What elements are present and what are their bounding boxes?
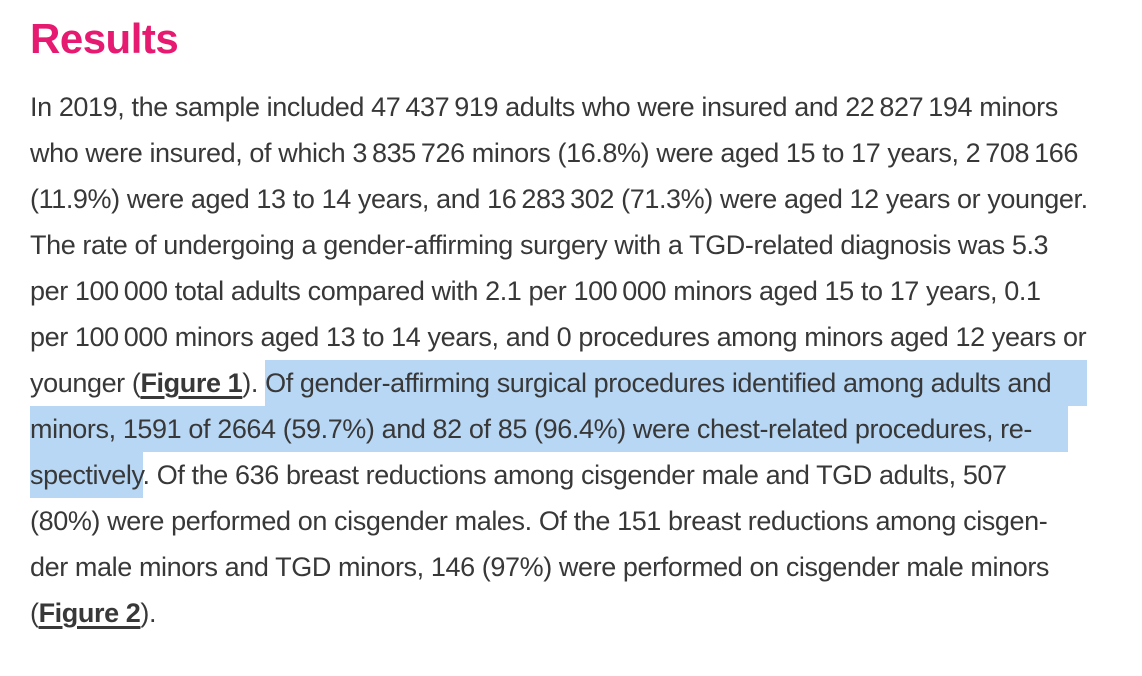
results-paragraph: In 2019, the sample included 47 437 919 … bbox=[30, 84, 1122, 636]
figure-1-link[interactable]: Figure 1 bbox=[140, 368, 243, 399]
text-line: younger (Figure 1). Of gender-affirming … bbox=[30, 360, 1122, 407]
text-line: per 100 000 total adults compared with 2… bbox=[30, 268, 1122, 314]
text-segment: younger ( bbox=[30, 368, 141, 399]
section-heading: Results bbox=[30, 15, 179, 62]
text-segment: per 100 000 total adults compared with 2… bbox=[30, 276, 1041, 307]
text-segment: der male minors and TGD minors, 146 (97%… bbox=[30, 552, 1050, 583]
article-content: Results In 2019, the sample included 47 … bbox=[30, 15, 1122, 636]
text-segment: . Of the 636 breast reductions among cis… bbox=[142, 460, 1008, 491]
text-line: per 100 000 minors aged 13 to 14 years, … bbox=[30, 314, 1122, 360]
text-segment: (80%) were performed on cisgender males.… bbox=[30, 506, 1048, 537]
text-line: (11.9%) were aged 13 to 14 years, and 16… bbox=[30, 176, 1122, 222]
text-line: minors, 1591 of 2664 (59.7%) and 82 of 8… bbox=[30, 406, 1122, 453]
text-line: In 2019, the sample included 47 437 919 … bbox=[30, 84, 1122, 130]
text-segment: ( bbox=[30, 598, 39, 629]
text-segment: ). bbox=[140, 598, 157, 629]
text-segment: In 2019, the sample included 47 437 919 … bbox=[30, 92, 1058, 123]
highlighted-text-segment: spectively bbox=[30, 452, 143, 499]
text-line: (80%) were performed on cisgender males.… bbox=[30, 498, 1122, 544]
text-line: spectively. Of the 636 breast reductions… bbox=[30, 452, 1122, 499]
figure-2-link[interactable]: Figure 2 bbox=[38, 598, 141, 629]
text-line: The rate of undergoing a gender-affirmin… bbox=[30, 222, 1122, 268]
text-line: der male minors and TGD minors, 146 (97%… bbox=[30, 544, 1122, 590]
text-line: who were insured, of which 3 835 726 min… bbox=[30, 130, 1122, 176]
text-segment: The rate of undergoing a gender-affirmin… bbox=[30, 230, 1049, 261]
text-segment: per 100 000 minors aged 13 to 14 years, … bbox=[30, 322, 1087, 353]
highlighted-text-segment: Of gender-affirming surgical procedures … bbox=[265, 360, 1088, 407]
text-segment: ). bbox=[242, 368, 266, 399]
text-segment: (11.9%) were aged 13 to 14 years, and 16… bbox=[30, 184, 1088, 215]
highlighted-text-segment: minors, 1591 of 2664 (59.7%) and 82 of 8… bbox=[30, 406, 1068, 453]
text-segment: who were insured, of which 3 835 726 min… bbox=[30, 138, 1078, 169]
text-line: (Figure 2). bbox=[30, 590, 1122, 636]
